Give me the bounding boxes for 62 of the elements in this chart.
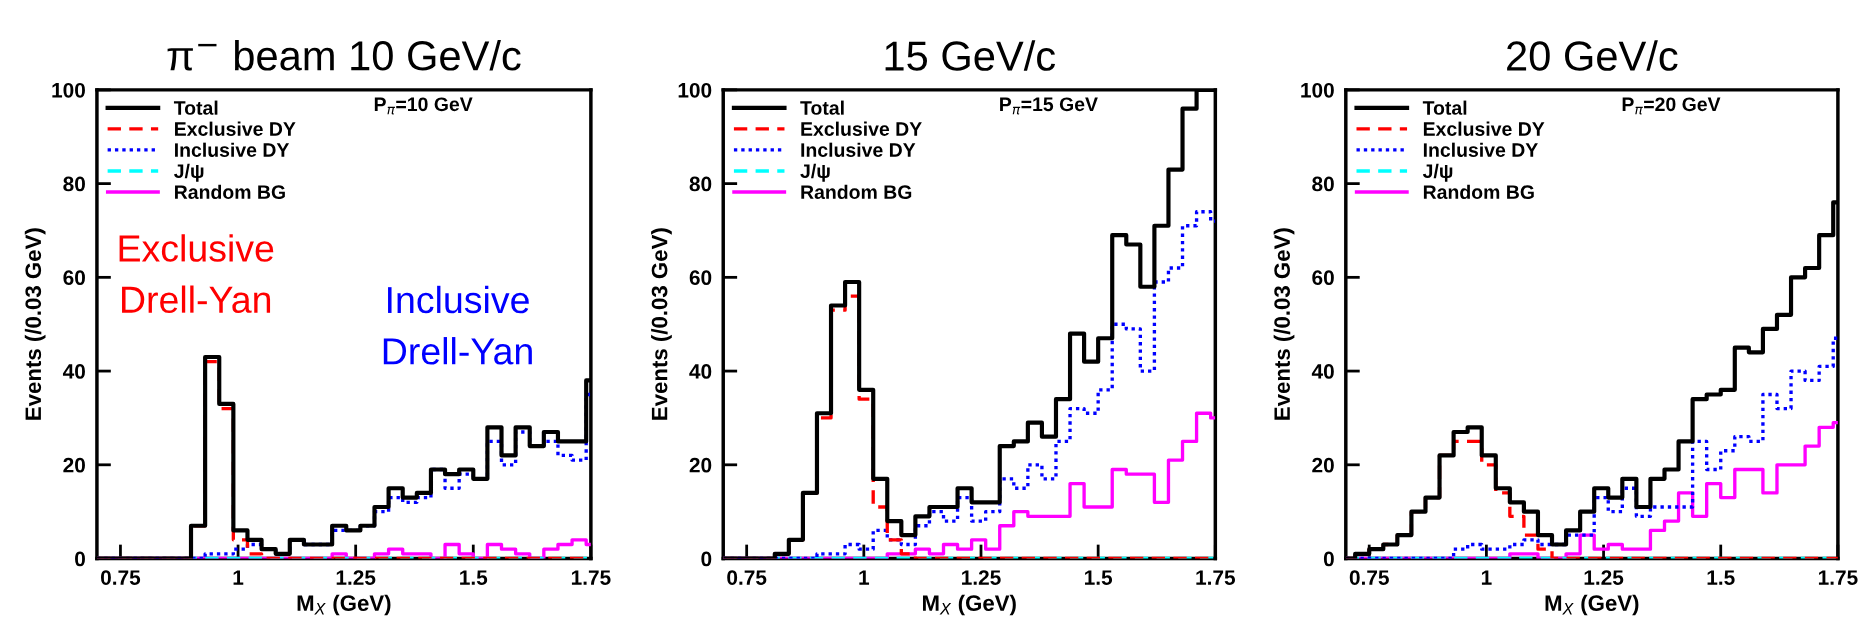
legend-label: J/ψ <box>1422 163 1453 182</box>
y-tick-label: 20 <box>689 457 712 473</box>
y-tick-label: 80 <box>1312 176 1334 192</box>
x-tick-label: 1.75 <box>1196 570 1236 585</box>
x-axis-title: M$_{X}$ (GeV) <box>1545 594 1639 616</box>
x-tick-label: 1.25 <box>962 570 1001 585</box>
y-tick-label: 40 <box>1311 364 1334 379</box>
chart-title: 20 GeV/c <box>1507 40 1678 71</box>
y-axis-title: Events (/0.03 GeV) <box>24 228 46 420</box>
y-tick-label: 20 <box>1312 457 1334 473</box>
y-tick-label: 40 <box>689 364 712 379</box>
annotation: P$_{π}$=10 GeV <box>374 97 473 115</box>
y-tick-label: 60 <box>63 270 85 286</box>
y-tick-label: 0 <box>1323 551 1334 567</box>
y-tick-label: 20 <box>63 457 85 473</box>
y-tick-label: 100 <box>1301 82 1334 98</box>
y-tick-label: 80 <box>689 176 712 192</box>
legend-label: Inclusive DY <box>1423 142 1538 157</box>
legend-label: Random BG <box>801 184 912 200</box>
y-tick-label: 0 <box>75 551 85 567</box>
legend-label: Exclusive DY <box>801 121 922 136</box>
y-tick-label: 60 <box>1312 270 1334 286</box>
x-tick-label: 0.75 <box>101 570 141 585</box>
x-tick-label: 1.25 <box>336 570 376 585</box>
y-tick-label: 60 <box>689 270 712 286</box>
legend-label: Exclusive DY <box>175 121 296 136</box>
y-tick-label: 80 <box>63 176 85 192</box>
y-tick-label: 100 <box>52 82 85 98</box>
annotation: Inclusive Drell-Yan <box>383 285 532 365</box>
x-tick-label: 1.75 <box>1818 570 1858 585</box>
x-tick-label: 1.5 <box>1084 570 1113 585</box>
legend-label: Total <box>1422 100 1467 115</box>
annotation: Exclusive Drell-Yan <box>119 234 274 314</box>
legend-label: Inclusive DY <box>801 142 916 157</box>
legend-label: J/ψ <box>174 163 204 182</box>
x-axis-title: M$_{X}$ (GeV) <box>922 594 1016 616</box>
legend-label: J/ψ <box>800 163 830 182</box>
x-tick-label: 1 <box>233 570 244 585</box>
y-tick-label: 40 <box>62 364 85 379</box>
legend-label: Total <box>173 100 218 115</box>
legend-label: Random BG <box>175 184 285 200</box>
annotation: P$_{π}$=20 GeV <box>1622 97 1721 115</box>
x-axis-title: M$_{X}$ (GeV) <box>297 594 391 616</box>
y-axis-title: Events (/0.03 GeV) <box>651 228 672 420</box>
x-tick-label: 1.5 <box>1707 570 1735 585</box>
x-tick-label: 1 <box>859 570 870 585</box>
legend-label: Total <box>800 100 844 115</box>
y-tick-label: 0 <box>701 551 712 567</box>
y-axis-title: Events (/0.03 GeV) <box>1273 228 1295 420</box>
x-tick-label: 1.75 <box>571 570 611 585</box>
legend-label: Random BG <box>1423 184 1534 200</box>
legend-label: Inclusive DY <box>175 142 290 157</box>
legend-label: Exclusive DY <box>1423 121 1545 136</box>
chart-title: 15 GeV/c <box>885 40 1056 71</box>
x-tick-label: 0.75 <box>727 570 767 585</box>
x-tick-label: 1 <box>1481 570 1492 585</box>
chart-title: π$^{−}$ beam 10 GeV/c <box>167 40 521 71</box>
x-tick-label: 1.25 <box>1584 570 1624 585</box>
x-tick-label: 0.75 <box>1349 570 1389 585</box>
annotation: P$_{π}$=15 GeV <box>1000 97 1098 115</box>
x-tick-label: 1.5 <box>460 570 488 585</box>
y-tick-label: 100 <box>678 82 712 98</box>
